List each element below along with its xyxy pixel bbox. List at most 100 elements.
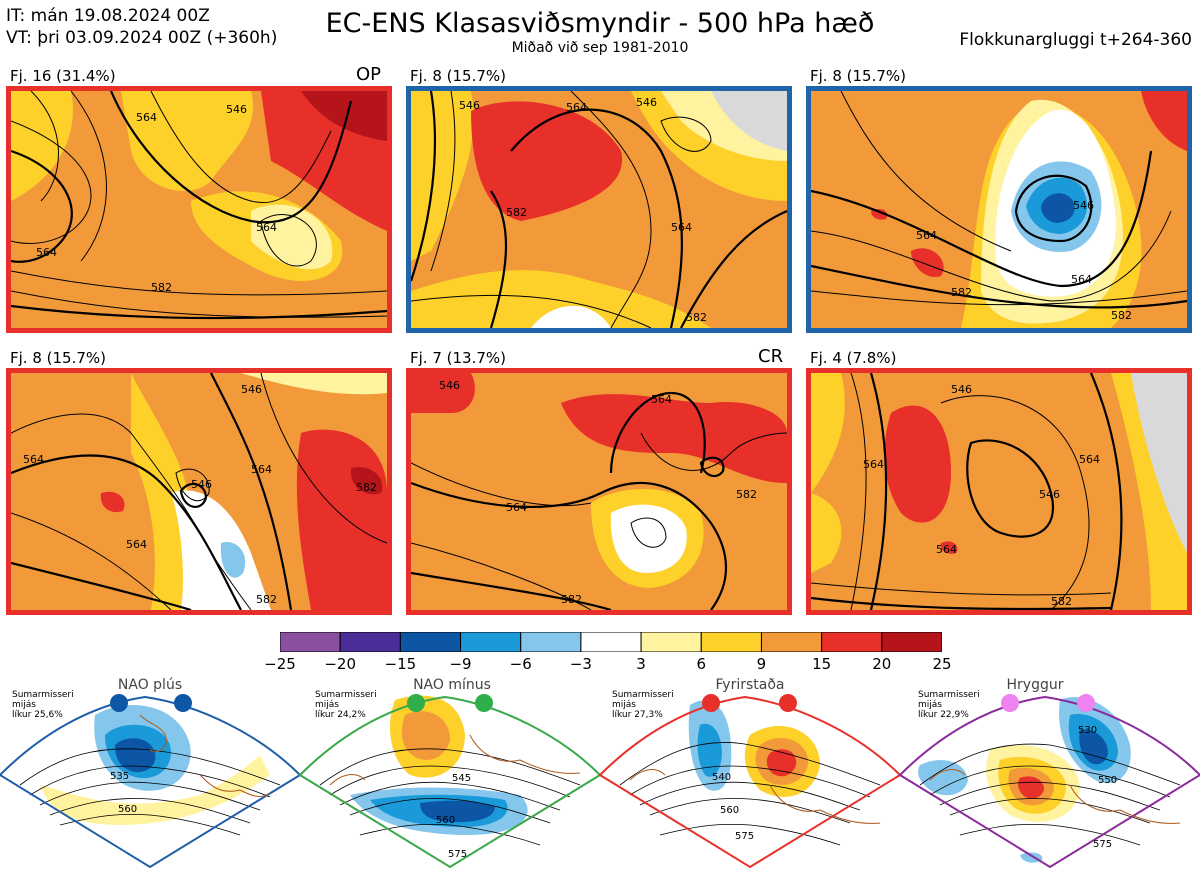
- regime-1-dot-icon: [174, 694, 192, 712]
- colorbar-tick-label: 15: [812, 655, 832, 673]
- colorbar-tick-label: 9: [756, 655, 767, 673]
- regime-note-line: Sumarmisseri: [315, 690, 377, 700]
- regime-note-line: Sumarmisseri: [612, 690, 674, 700]
- colorbar-swatch: [399, 631, 462, 653]
- panel-4-label: Fj. 8 (15.7%): [10, 349, 106, 367]
- regime-note-line: Sumarmisseri: [12, 690, 74, 700]
- panel-1-label: Fj. 16 (31.4%): [10, 67, 116, 85]
- cluster-map-1-plot: 546 564 564 564 582: [11, 91, 387, 328]
- panel-6-contour-label: 564: [936, 543, 957, 556]
- regime-map-fyrirstada: 540 560 575: [598, 695, 902, 869]
- page-title: EC-ENS Klasasviðsmyndir - 500 hPa hæð: [325, 8, 875, 39]
- regime-4-dot-icon: [1001, 694, 1019, 712]
- panel-3-contour-label: 564: [1071, 273, 1092, 286]
- regime-2-note: Sumarmisseri mijás líkur 24,2%: [315, 690, 377, 720]
- panel-6-contour-label: 546: [1039, 488, 1060, 501]
- regime-1-title: NAO plús: [117, 677, 183, 693]
- cluster-map-4-plot: 564 546 546 564 564 582 582: [11, 373, 387, 610]
- colorbar-ticks: −25 −20 −15 −9 −6 −3 3 6 9 15 20 25: [260, 655, 962, 675]
- panel-6-contour-label: 582: [1051, 595, 1072, 608]
- regime-3-note: Sumarmisseri mijás líkur 27,3%: [612, 690, 674, 720]
- panel-6-label: Fj. 4 (7.8%): [810, 349, 897, 367]
- cluster-map-6[interactable]: 546 564 564 546 564 582: [806, 368, 1192, 615]
- panel-1-contour-label: 582: [151, 281, 172, 294]
- regime-3-contour-label: 540: [712, 772, 731, 783]
- regime-4-contour-label: 530: [1078, 725, 1097, 736]
- colorbar-swatch: [760, 631, 823, 653]
- regime-maps: 535 560 545 560 575: [0, 695, 1200, 869]
- colorbar-tick-label: 6: [696, 655, 707, 673]
- colorbar-swatch: [460, 631, 522, 653]
- panel-5-tag: CR: [758, 346, 784, 367]
- panel-5-contour-label: 564: [651, 393, 672, 406]
- panel-3-contour-label: 582: [951, 286, 972, 299]
- cluster-map-2-plot: 546 564 546 582 564 582: [411, 91, 787, 328]
- panel-5-contour-label: 582: [736, 488, 757, 501]
- regime-1-contour-label: 560: [118, 804, 137, 815]
- cluster-map-5-plot: 546 564 564 582 582: [411, 373, 787, 610]
- initial-time: IT: mán 19.08.2024 00Z: [6, 6, 210, 26]
- regime-note-line: Sumarmisseri: [918, 690, 980, 700]
- cluster-map-4[interactable]: 564 546 546 564 564 582 582: [6, 368, 392, 615]
- colorbar-tick-label: 20: [872, 655, 892, 673]
- cluster-map-1[interactable]: 546 564 564 564 582: [6, 86, 392, 333]
- page-subtitle: Miðað við sep 1981-2010: [511, 40, 689, 56]
- regime-map-nao-plus: 535 560: [0, 695, 302, 869]
- regime-note-line: mijás: [612, 700, 636, 710]
- cluster-map-2[interactable]: 546 564 546 582 564 582: [406, 86, 792, 333]
- panel-2-contour-label: 564: [671, 221, 692, 234]
- regime-note-line: líkur 24,2%: [315, 710, 366, 720]
- colorbar-swatch: [520, 631, 582, 653]
- panel-4-contour-label: 564: [126, 538, 147, 551]
- regime-2-contour-label: 560: [436, 815, 455, 826]
- colorbar-tick-label: −15: [384, 655, 417, 673]
- regime-4-contour-label: 575: [1093, 839, 1112, 850]
- panel-2-contour-label: 582: [506, 206, 527, 219]
- panel-2-contour-label: 546: [636, 96, 657, 109]
- regime-4-contour-label: 550: [1098, 775, 1117, 786]
- colorbar-tick-label: −25: [264, 655, 296, 673]
- cluster-map-3[interactable]: 564 546 564 582 582: [806, 86, 1192, 333]
- colorbar-tick-label: −9: [449, 655, 472, 673]
- regime-note-line: mijás: [315, 700, 339, 710]
- colorbar-swatch: [580, 631, 642, 653]
- colorbar-tick-label: −6: [509, 655, 532, 673]
- panel-1-tag: OP: [356, 64, 382, 85]
- panel-4-contour-label: 582: [356, 481, 377, 494]
- colorbar-swatch: [339, 631, 401, 653]
- cluster-map-5[interactable]: 546 564 564 582 582: [406, 368, 792, 615]
- panel-1-contour-label: 564: [136, 111, 157, 124]
- regime-note-line: líkur 25,6%: [12, 710, 63, 720]
- panel-2-label: Fj. 8 (15.7%): [410, 67, 506, 85]
- regime-4-note: Sumarmisseri mijás líkur 22,9%: [918, 690, 980, 720]
- panel-4-contour-label: 564: [23, 453, 44, 466]
- regime-2-contour-label: 545: [452, 773, 471, 784]
- classification-window: Flokkunargluggi t+264-360: [959, 30, 1192, 50]
- regime-2-contour-label: 575: [448, 849, 467, 860]
- colorbar-swatch: [821, 631, 883, 653]
- colorbar-tick-label: 3: [636, 655, 646, 673]
- regime-note-line: mijás: [918, 700, 942, 710]
- panel-5-contour-label: 564: [506, 501, 527, 514]
- panel-4-contour-label: 546: [241, 383, 262, 396]
- colorbar-swatch: [700, 631, 762, 653]
- panel-5-label: Fj. 7 (13.7%): [410, 349, 506, 367]
- panel-6-contour-label: 564: [863, 458, 884, 471]
- colorbar-swatch: [881, 631, 943, 653]
- colorbar-swatch: [279, 631, 341, 653]
- colorbar-tick-label: −3: [569, 655, 592, 673]
- panel-2-contour-label: 582: [686, 311, 707, 324]
- regime-1-note: Sumarmisseri mijás líkur 25,6%: [12, 690, 74, 720]
- regime-2-title: NAO mínus: [413, 677, 491, 693]
- cluster-map-3-plot: 564 546 564 582 582: [811, 91, 1187, 328]
- panel-4-contour-label: 546: [191, 478, 212, 491]
- colorbar-swatch: [640, 631, 702, 653]
- panel-3-label: Fj. 8 (15.7%): [810, 67, 906, 85]
- regime-1-contour-label: 535: [110, 771, 129, 782]
- panel-2-contour-label: 546: [459, 99, 480, 112]
- regime-1-dot-icon: [110, 694, 128, 712]
- panel-6-contour-label: 546: [951, 383, 972, 396]
- regime-3-title: Fyrirstaða: [715, 677, 785, 693]
- colorbar: [279, 631, 943, 653]
- regime-3-contour-label: 575: [735, 831, 754, 842]
